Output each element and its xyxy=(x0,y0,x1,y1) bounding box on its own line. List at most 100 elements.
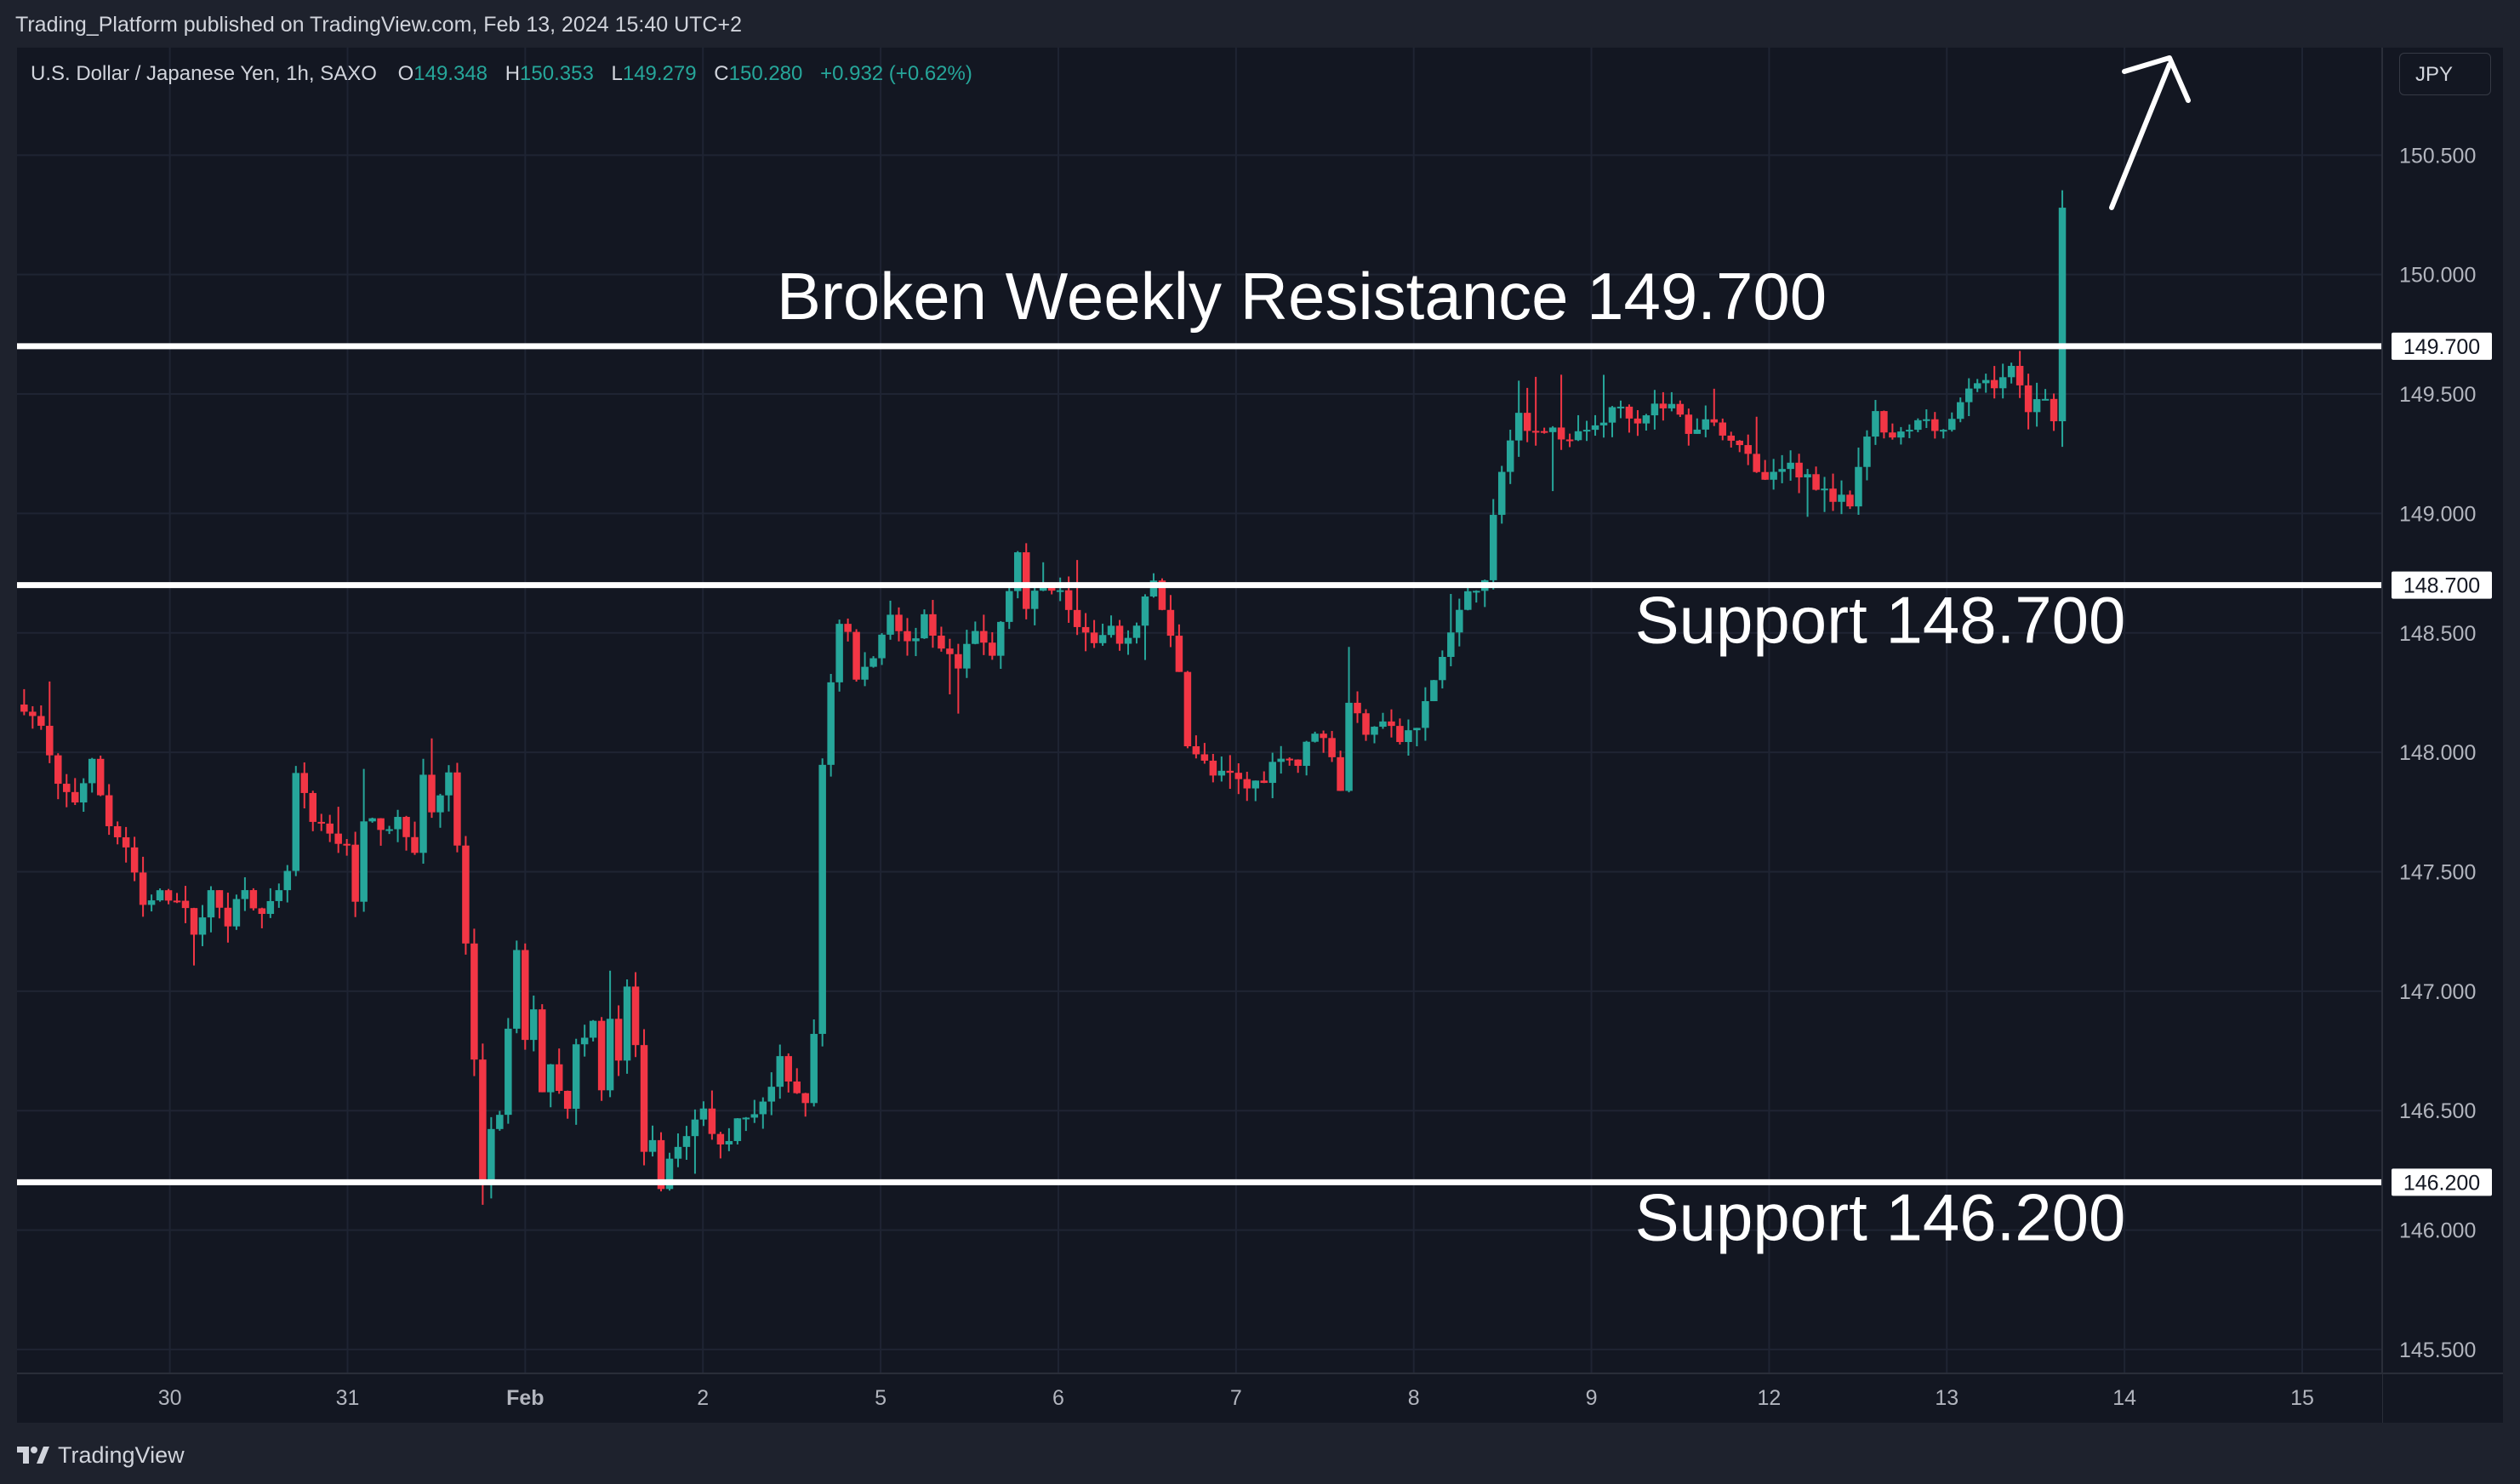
candle xyxy=(1107,615,1115,638)
candle xyxy=(1200,743,1209,764)
candle xyxy=(555,1048,563,1094)
y-tick-labels: 145.500 146.000 146.500 147.000 147.500 148.0… xyxy=(2399,144,2476,1362)
candle xyxy=(1685,408,1693,446)
candle-body xyxy=(1192,746,1200,755)
candle xyxy=(1439,650,1446,689)
tradingview-logo[interactable]: TradingView xyxy=(15,1440,185,1470)
candle xyxy=(682,1126,691,1160)
candle-body xyxy=(1456,609,1463,633)
candle-body xyxy=(1668,403,1676,408)
candle xyxy=(733,1118,742,1144)
candle xyxy=(530,996,538,1052)
candle xyxy=(1294,759,1302,773)
candle-body xyxy=(1565,439,1574,442)
candle xyxy=(1914,418,1922,432)
candle xyxy=(1582,420,1591,442)
candle-body xyxy=(1107,625,1115,636)
candle xyxy=(1328,731,1336,762)
candle xyxy=(1531,376,1540,446)
candle-body xyxy=(326,823,334,834)
candle-body xyxy=(1981,380,1990,384)
level-annotation: Support 148.700 xyxy=(1635,583,2126,658)
candle-body xyxy=(2033,399,2041,413)
candle-body xyxy=(1260,780,1268,784)
candle-body xyxy=(1430,680,1438,701)
candle xyxy=(1345,647,1353,793)
high-value: 150.353 xyxy=(520,62,594,85)
x-tick-label: 13 xyxy=(1935,1386,1958,1410)
candle xyxy=(1889,423,1896,440)
candle-body xyxy=(173,900,181,903)
x-tick-label: 5 xyxy=(875,1386,887,1410)
candle xyxy=(258,907,266,928)
candle-body xyxy=(1141,596,1149,626)
price-chart[interactable]: Broken Weekly Resistance 149.700 Support … xyxy=(17,48,2503,1423)
candle-body xyxy=(1277,758,1285,762)
candle-body xyxy=(1540,431,1548,433)
candle-body xyxy=(105,795,113,826)
candle xyxy=(1981,374,1990,393)
candle-body xyxy=(1175,636,1183,672)
candle-body xyxy=(938,636,945,649)
candle-body xyxy=(29,711,37,716)
candle xyxy=(955,643,962,714)
y-tick-label: 146.500 xyxy=(2399,1099,2476,1123)
candle-body xyxy=(88,758,96,784)
candle-body xyxy=(1795,462,1803,478)
candle-body xyxy=(1599,422,1608,425)
candle xyxy=(79,778,88,812)
candle-body xyxy=(139,872,147,905)
candle xyxy=(1166,595,1175,648)
candle xyxy=(1710,388,1719,426)
candle xyxy=(912,627,920,657)
candle xyxy=(1736,440,1743,453)
candle-body xyxy=(1506,440,1514,472)
candle-body xyxy=(1124,637,1132,644)
candle xyxy=(980,614,988,655)
level-price-label-text: 149.700 xyxy=(2403,335,2480,359)
candle-body xyxy=(1489,515,1497,580)
candle-body xyxy=(1056,590,1064,592)
candle-body xyxy=(1243,779,1251,789)
candle-body xyxy=(1608,407,1616,423)
candle xyxy=(37,705,45,730)
candle-body xyxy=(215,890,224,908)
candle xyxy=(402,815,410,851)
candle xyxy=(606,970,614,1098)
candle-body xyxy=(1906,430,1913,432)
candle xyxy=(96,756,105,796)
candle xyxy=(1354,691,1361,723)
candle-body xyxy=(1676,403,1685,415)
chart-area[interactable]: Broken Weekly Resistance 149.700 Support … xyxy=(17,48,2503,1423)
candle-body xyxy=(2050,398,2058,422)
grid-lines xyxy=(17,48,2382,1373)
candle-body xyxy=(122,836,130,848)
candle xyxy=(1132,622,1141,644)
candle-body xyxy=(385,829,393,831)
candle-body xyxy=(1727,435,1735,441)
candle-body xyxy=(292,773,300,871)
candle-body xyxy=(1574,431,1582,441)
candle xyxy=(716,1132,725,1159)
candle-body xyxy=(266,900,275,915)
candle xyxy=(113,821,122,845)
candle-body xyxy=(419,774,427,853)
candle-body xyxy=(1006,591,1013,622)
candle-body xyxy=(1039,586,1047,591)
candle xyxy=(1286,757,1293,766)
candle-body xyxy=(835,624,843,682)
candle-body xyxy=(793,1082,801,1093)
candle xyxy=(784,1053,792,1093)
candle-body xyxy=(1821,488,1828,491)
close-label: C xyxy=(714,62,729,85)
high-label: H xyxy=(505,62,521,85)
x-tick-label: 9 xyxy=(1586,1386,1598,1410)
candle-body xyxy=(1464,591,1472,610)
candle-body xyxy=(1872,411,1879,437)
candle xyxy=(1957,397,1964,423)
candle-body xyxy=(580,1037,589,1045)
currency-button[interactable]: JPY xyxy=(2399,53,2491,95)
candle xyxy=(479,1043,487,1205)
candle xyxy=(1303,740,1310,776)
candle-body xyxy=(2024,385,2033,413)
